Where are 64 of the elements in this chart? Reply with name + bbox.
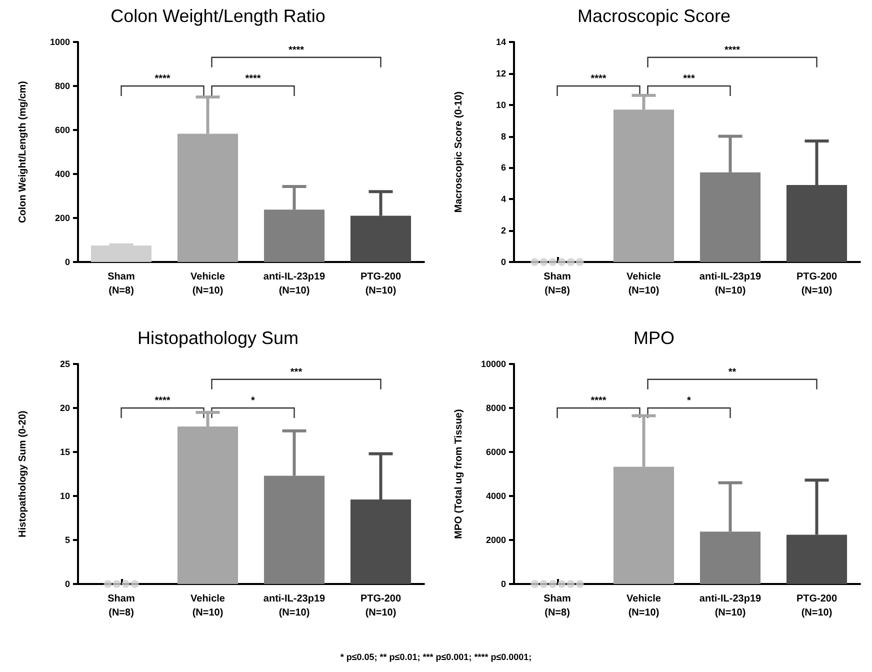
x-tick-label: Sham (N=8) xyxy=(544,272,571,296)
bar xyxy=(90,246,152,262)
x-tick-label: PTG-200 (N=10) xyxy=(796,594,838,618)
annotation: **** xyxy=(245,74,261,84)
x-tick-label: PTG-200 (N=10) xyxy=(360,272,402,296)
x-tick-label: anti-IL-23p19 (N=10) xyxy=(263,272,326,296)
x-tick-label: anti-IL-23p19 (N=10) xyxy=(699,594,762,618)
y-tick-label: 8000 xyxy=(486,403,506,413)
y-tick-label: 12 xyxy=(496,68,506,78)
y-axis-title: MPO (Total ug from Tissue) xyxy=(454,409,464,539)
annotation: **** xyxy=(724,44,740,56)
annotation: *** xyxy=(290,366,302,378)
x-tick-label: Sham (N=8) xyxy=(108,594,135,618)
y-tick-label: 14 xyxy=(496,37,506,47)
y-tick-label: 6000 xyxy=(486,447,506,457)
annotation: **** xyxy=(154,74,170,84)
x-tick-label: anti-IL-23p19 (N=10) xyxy=(699,272,762,296)
x-tick-label: Vehicle (N=10) xyxy=(626,272,662,296)
text: * p≤0.05; ** p≤0.01; *** p≤0.001; **** p≤0.0001; xyxy=(339,652,533,662)
x-tick-label: Sham (N=8) xyxy=(544,594,571,618)
y-tick-label: 10 xyxy=(60,491,70,501)
chart-title: Colon Weight/Length Ratio xyxy=(110,6,326,26)
annotation: * xyxy=(687,396,692,406)
y-tick-label: 20 xyxy=(60,403,70,413)
annotation: ** xyxy=(728,366,736,378)
y-tick-label: 10000 xyxy=(480,359,506,369)
chart-title: Macroscopic Score xyxy=(577,6,731,26)
annotation: * xyxy=(251,396,256,406)
y-tick-label: 2 xyxy=(500,226,506,236)
y-tick-label: 5 xyxy=(64,535,70,545)
y-tick-label: 8 xyxy=(500,131,506,142)
annotation: **** xyxy=(154,396,170,406)
y-tick-label: 600 xyxy=(54,125,70,135)
x-tick-label: Vehicle (N=10) xyxy=(626,594,662,618)
y-tick-label: 6 xyxy=(500,162,506,173)
y-tick-label: 10 xyxy=(496,100,506,110)
y-tick-label: 1000 xyxy=(50,37,70,47)
x-tick-label: Vehicle (N=10) xyxy=(190,272,226,296)
x-tick-label: Sham (N=8) xyxy=(108,272,135,296)
annotation: **** xyxy=(590,396,606,406)
y-tick-label: 0 xyxy=(64,257,70,267)
y-tick-label: 15 xyxy=(60,447,70,457)
annotation: **** xyxy=(590,74,606,84)
y-tick-label: 25 xyxy=(60,359,70,369)
y-tick-label: 0 xyxy=(500,579,506,589)
y-axis-title: Histopathology Sum (0-20) xyxy=(18,410,28,538)
annotation: *** xyxy=(683,74,695,84)
y-tick-label: 800 xyxy=(54,81,70,91)
annotation: **** xyxy=(288,44,304,56)
y-tick-label: 200 xyxy=(54,213,70,223)
y-axis-title: Colon Weight/Length (mg/cm) xyxy=(18,80,28,224)
y-tick-label: 0 xyxy=(500,257,506,267)
chart-title: MPO xyxy=(633,328,675,348)
y-tick-label: 4000 xyxy=(486,491,506,501)
x-tick-label: PTG-200 (N=10) xyxy=(796,272,838,296)
y-tick-label: 400 xyxy=(54,169,70,179)
x-tick-label: anti-IL-23p19 (N=10) xyxy=(263,594,326,618)
y-axis-title: Macroscopic Score (0-10) xyxy=(454,91,464,213)
x-tick-label: PTG-200 (N=10) xyxy=(360,594,402,618)
chart-title: Histopathology Sum xyxy=(137,328,299,348)
y-tick-label: 2000 xyxy=(486,535,506,545)
x-tick-label: Vehicle (N=10) xyxy=(190,594,226,618)
y-tick-label: 0 xyxy=(64,579,70,589)
y-tick-label: 4 xyxy=(500,194,506,204)
